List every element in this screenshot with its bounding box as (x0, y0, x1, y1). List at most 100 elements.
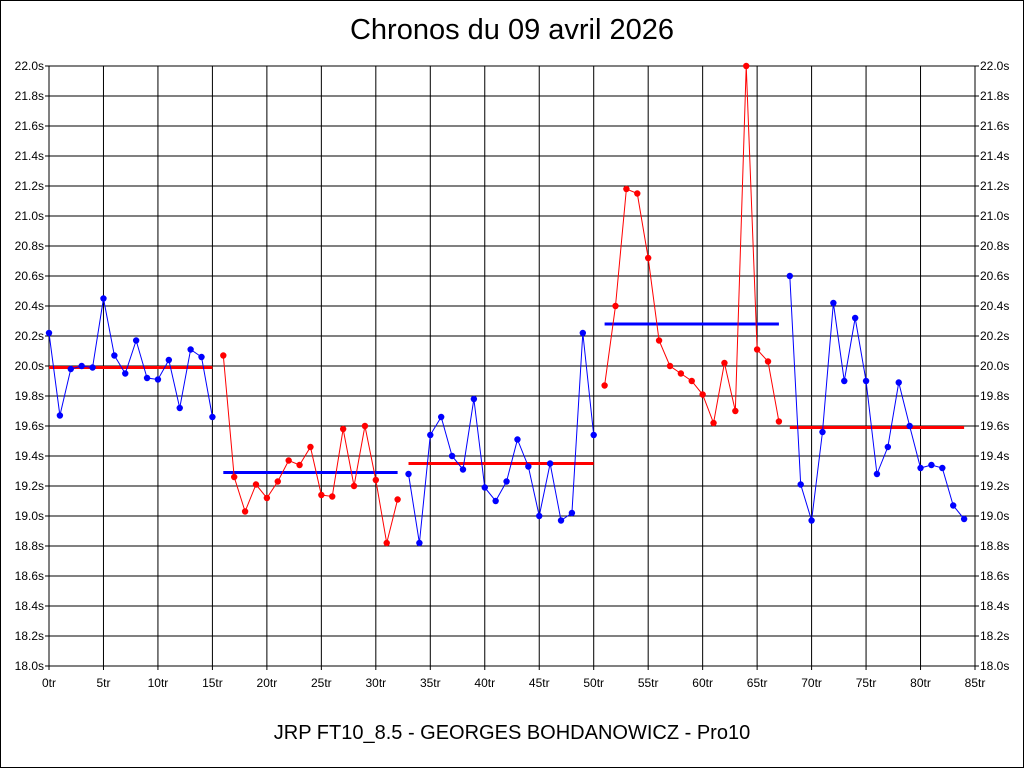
data-series (45, 62, 968, 547)
axis-ticks: 18.0s 18.0s 18.2s 18.2s 18.4s 18.4s 18.6s 18.6s… (15, 59, 1010, 690)
x-tick-label: 10tr (148, 676, 169, 690)
y-tick-label-right: 19.0s (980, 509, 1009, 523)
x-tick-label: 55tr (638, 676, 659, 690)
data-point (187, 346, 194, 353)
data-point (960, 515, 968, 523)
data-point (677, 370, 685, 377)
data-point (851, 314, 859, 322)
data-point (318, 491, 325, 499)
data-point (427, 431, 434, 439)
y-tick-label-left: 19.2s (15, 479, 44, 493)
y-tick-label-left: 18.4s (15, 599, 44, 613)
data-point (732, 407, 739, 415)
y-tick-label-right: 18.6s (980, 569, 1009, 583)
data-point (753, 346, 761, 353)
y-tick-label-left: 18.0s (15, 659, 44, 673)
series-line (789, 275, 965, 521)
data-point (786, 272, 793, 280)
x-tick-label: 0tr (42, 676, 56, 690)
data-point (296, 461, 303, 469)
data-point (503, 478, 510, 485)
y-tick-label-right: 18.2s (980, 629, 1009, 643)
data-point (405, 470, 412, 478)
data-point (111, 352, 118, 359)
data-point (220, 352, 227, 359)
data-point (394, 496, 401, 503)
data-point (873, 470, 881, 478)
data-point (383, 539, 390, 547)
y-tick-label-left: 19.0s (15, 509, 44, 523)
y-tick-label-right: 19.8s (980, 389, 1009, 403)
x-tick-label: 60tr (692, 676, 713, 690)
y-tick-label-left: 20.8s (15, 239, 44, 253)
data-point (644, 254, 652, 262)
y-tick-label-right: 18.4s (980, 599, 1009, 613)
data-point (176, 404, 183, 412)
y-tick-label-right: 21.2s (980, 179, 1009, 193)
data-point (884, 443, 892, 451)
x-tick-label: 65tr (747, 676, 768, 690)
data-point (274, 478, 281, 485)
y-tick-label-left: 21.4s (15, 149, 44, 163)
series-line (48, 298, 213, 418)
data-point (775, 418, 783, 425)
data-point (917, 464, 924, 472)
data-point (623, 185, 630, 193)
data-point (579, 329, 587, 337)
y-tick-label-left: 20.6s (15, 269, 44, 283)
data-point (448, 452, 456, 460)
data-point (470, 395, 478, 403)
data-point (437, 413, 445, 421)
y-tick-label-left: 22.0s (15, 59, 44, 73)
y-tick-label-right: 21.4s (980, 149, 1009, 163)
data-point (481, 484, 488, 491)
y-tick-label-left: 19.6s (15, 419, 44, 433)
y-tick-label-right: 20.0s (980, 359, 1009, 373)
y-tick-label-left: 18.6s (15, 569, 44, 583)
data-point (841, 377, 848, 385)
y-tick-label-left: 19.8s (15, 389, 44, 403)
x-tick-label: 20tr (257, 676, 278, 690)
data-point (612, 302, 619, 310)
data-point (568, 509, 576, 517)
y-tick-label-right: 22.0s (980, 59, 1009, 73)
data-point (557, 517, 565, 524)
y-tick-label-right: 21.6s (980, 119, 1009, 133)
data-point (263, 494, 271, 502)
data-point (198, 353, 205, 361)
data-point (743, 62, 750, 70)
data-point (525, 463, 532, 470)
data-point (819, 428, 826, 436)
data-point (950, 502, 957, 509)
y-tick-label-right: 20.6s (980, 269, 1009, 283)
data-point (906, 422, 913, 430)
x-tick-label: 80tr (910, 676, 931, 690)
data-point (285, 457, 292, 464)
y-tick-label-right: 20.4s (980, 299, 1009, 313)
y-tick-label-right: 19.4s (980, 449, 1009, 463)
data-point (808, 517, 815, 524)
x-tick-label: 75tr (856, 676, 877, 690)
data-point (928, 461, 935, 469)
data-point (372, 476, 380, 484)
data-point (339, 425, 347, 433)
data-point (45, 329, 53, 337)
series-line (408, 332, 595, 544)
data-point (56, 412, 64, 419)
data-point (143, 374, 151, 382)
data-point (634, 190, 641, 197)
data-point (939, 464, 946, 472)
data-point (307, 443, 314, 451)
chart-caption: JRP FT10_8.5 - GEORGES BOHDANOWICZ - Pro… (273, 722, 751, 744)
data-point (536, 512, 543, 520)
series-line (604, 65, 780, 425)
data-point (154, 376, 162, 383)
x-tick-label: 15tr (202, 676, 223, 690)
data-point (78, 362, 85, 370)
x-tick-label: 30tr (365, 676, 386, 690)
x-tick-label: 25tr (311, 676, 332, 690)
chart-title: Chronos du 09 avril 2026 (349, 14, 675, 46)
data-point (862, 377, 870, 385)
data-point (797, 481, 804, 488)
